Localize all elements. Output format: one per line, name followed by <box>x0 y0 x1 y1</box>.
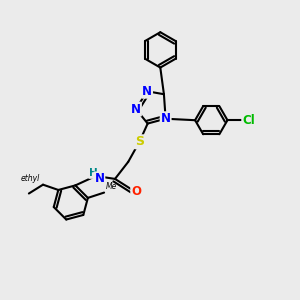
Text: H: H <box>89 168 98 178</box>
Text: N: N <box>142 85 152 98</box>
Text: ethyl: ethyl <box>20 174 40 183</box>
Text: O: O <box>131 185 141 198</box>
Text: N: N <box>160 112 171 125</box>
Text: Me: Me <box>106 182 117 191</box>
Text: N: N <box>94 172 104 185</box>
Text: N: N <box>131 103 141 116</box>
Text: Cl: Cl <box>242 114 255 127</box>
Text: S: S <box>135 135 144 148</box>
